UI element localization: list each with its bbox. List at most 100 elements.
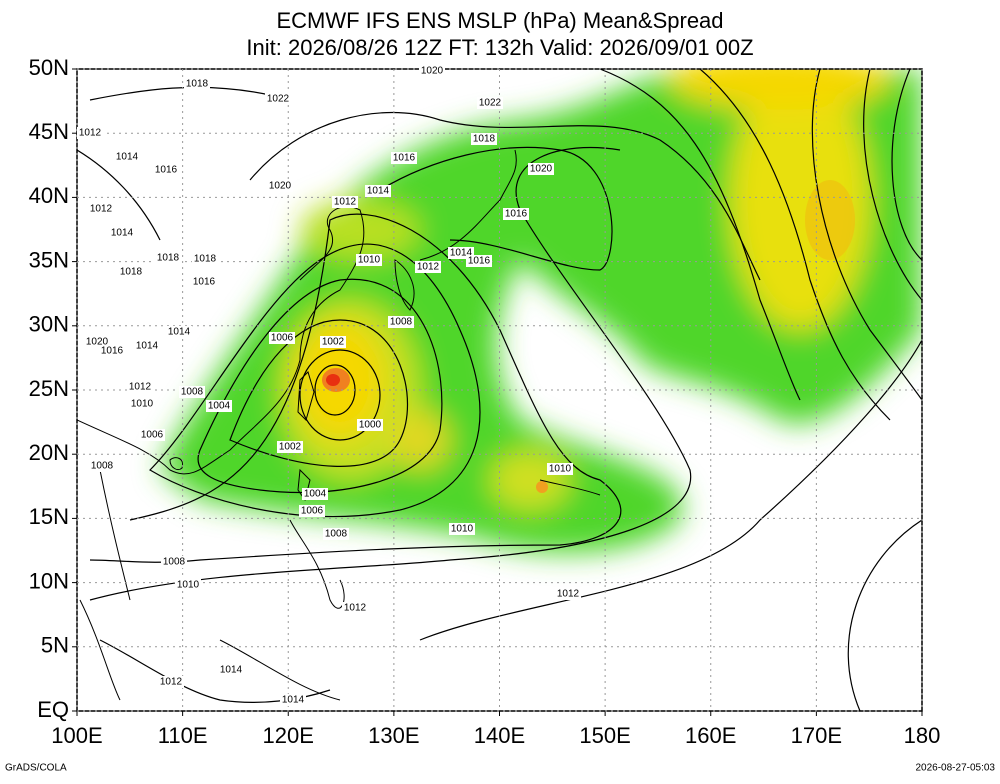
contour-label: 1006 [271, 333, 294, 344]
contour-label-bg [134, 340, 160, 352]
spread-shading [160, 69, 922, 554]
y-tick-label: 15N [29, 504, 69, 529]
contour-label: 1018 [157, 253, 180, 264]
y-tick-label: EQ [37, 697, 69, 722]
contour-label: 1014 [111, 228, 134, 239]
y-tick-label: 30N [29, 312, 69, 337]
contour-label-bg [206, 400, 232, 412]
contour-label: 1018 [194, 254, 217, 265]
y-tick-label: 35N [29, 247, 69, 272]
contour-label-bg [419, 65, 445, 77]
y-tick-label: 20N [29, 440, 69, 465]
contour-label: 1012 [344, 603, 367, 614]
contour-label-bg [528, 163, 554, 175]
contour-label-bg [547, 463, 573, 475]
contour-label-bg [139, 429, 165, 441]
contour-label-bg [477, 97, 503, 109]
x-tick-label: 140E [474, 723, 525, 748]
contour-label-bg [388, 316, 414, 328]
contour-label: 1014 [450, 248, 473, 259]
contour-label-bg [118, 266, 144, 278]
contour-label: 1016 [155, 165, 178, 176]
footer-left: GrADS/COLA [5, 763, 67, 774]
contour-label-bg [365, 185, 391, 197]
contour-label: 1010 [358, 255, 381, 266]
contour-label: 1020 [86, 337, 109, 348]
contour-label: 1004 [304, 489, 327, 500]
contour-label-bg [415, 261, 441, 273]
contour-label: 1008 [91, 461, 114, 472]
contour-label: 1002 [279, 442, 302, 453]
contour-label: 1018 [186, 79, 209, 90]
y-tick-label: 45N [29, 119, 69, 144]
contour-label: 1012 [79, 128, 102, 139]
footer-right: 2026-08-27-05:03 [915, 763, 995, 774]
title: ECMWF IFS ENS MSLP (hPa) Mean&Spread [276, 8, 723, 33]
contour-label-bg [302, 488, 328, 500]
contour-label: 1012 [557, 589, 580, 600]
contour-label: 1016 [468, 256, 491, 267]
contour-label: 1016 [101, 346, 124, 357]
contour-label-bg [179, 386, 205, 398]
y-tick-label: 10N [29, 568, 69, 593]
contour-label: 1004 [208, 401, 231, 412]
contour-label-bg [129, 398, 155, 410]
contour-label: 1010 [549, 464, 572, 475]
contour-label: 1014 [116, 152, 139, 163]
contour-label-bg [114, 151, 140, 163]
contour-label: 1020 [421, 66, 444, 77]
contour-label-bg [184, 78, 210, 90]
contour-label-bg [192, 253, 218, 265]
contour-label-bg [267, 180, 293, 192]
contour-label-bg [77, 127, 103, 139]
contour-label: 1022 [479, 98, 502, 109]
x-tick-label: 110E [158, 723, 208, 748]
contour-label-bg [88, 203, 114, 215]
x-tick-label: 160E [685, 723, 736, 748]
contour-label: 1010 [177, 580, 200, 591]
contour-label: 1012 [417, 262, 440, 273]
contour-label-bg [158, 676, 184, 688]
contour-label-bg [99, 345, 125, 357]
x-tick-label: 100E [51, 723, 102, 748]
contour-label: 1012 [90, 204, 113, 215]
contour-label: 1020 [269, 181, 292, 192]
contour-label-bg [299, 505, 325, 517]
contour-label-bg [320, 336, 346, 348]
contour-label: 1014 [367, 186, 390, 197]
contour-label: 1018 [473, 134, 496, 145]
contour-label-bg [191, 276, 217, 288]
contour-label-bg [153, 164, 179, 176]
contour-label-bg [503, 208, 529, 220]
contour-label: 1000 [359, 420, 382, 431]
x-tick-label: 150E [579, 723, 630, 748]
contour-label: 1010 [451, 524, 474, 535]
contour-label: 1002 [322, 337, 345, 348]
contour-label: 1008 [181, 387, 204, 398]
contour-label: 1020 [530, 164, 553, 175]
contour-label: 1006 [301, 506, 324, 517]
contour-label-bg [127, 381, 153, 393]
x-tick-label: 130E [368, 723, 419, 748]
contour-label-bg [356, 254, 382, 266]
contour-label: 1008 [325, 529, 348, 540]
y-tick-label: 5N [41, 633, 69, 658]
subtitle: Init: 2026/08/26 12Z FT: 132h Valid: 202… [246, 35, 753, 60]
contour-label: 1016 [505, 209, 528, 220]
x-tick-label: 170E [791, 723, 842, 748]
contour-label-bg [449, 523, 475, 535]
x-tick-label: 180 [904, 723, 941, 748]
contour-label: 1008 [390, 317, 413, 328]
contour-label-bg [265, 93, 291, 105]
contour-label: 1018 [120, 267, 143, 278]
contour-label-bg [109, 227, 135, 239]
contour-label-bg [175, 579, 201, 591]
contour-label-bg [280, 694, 306, 706]
contour-label-bg [89, 460, 115, 472]
contour-label: 1016 [393, 153, 416, 164]
contour-label-bg [323, 528, 349, 540]
contour-label: 1012 [334, 197, 357, 208]
contour-label: 1014 [282, 695, 305, 706]
contour-label-bg [218, 664, 244, 676]
